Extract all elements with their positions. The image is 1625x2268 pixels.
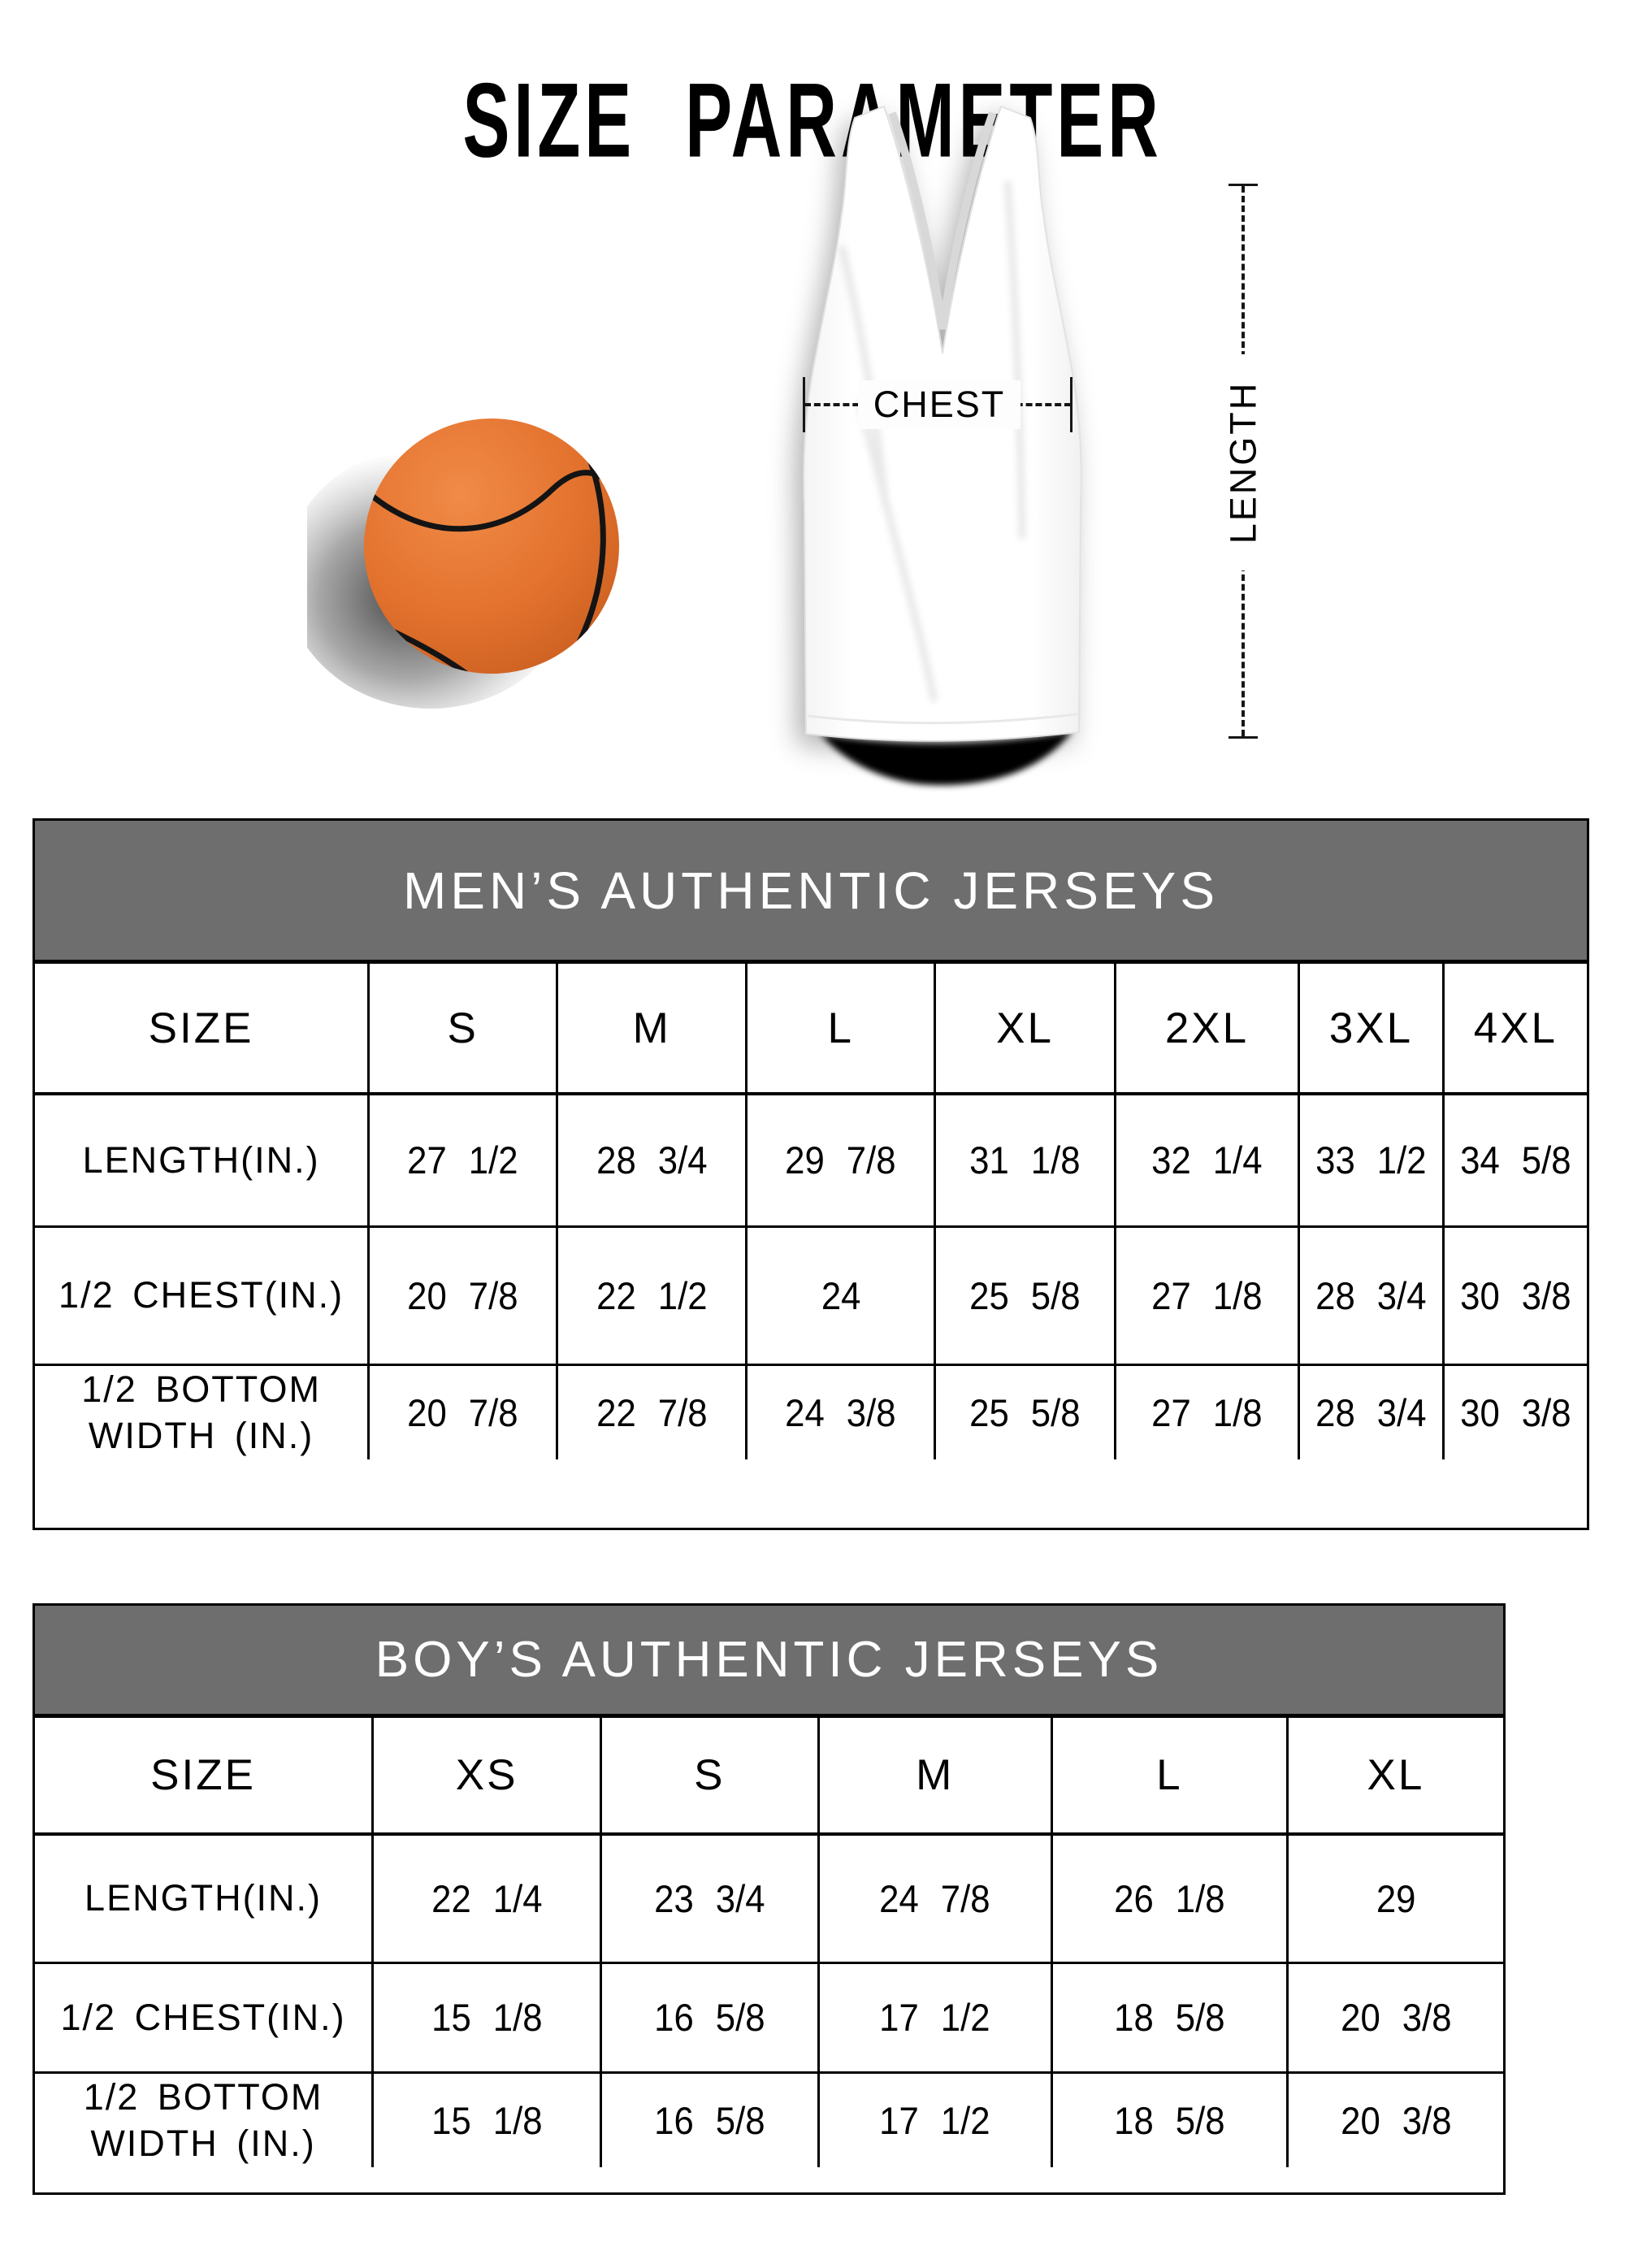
size-cell: L bbox=[745, 964, 937, 1095]
size-cell: XS bbox=[371, 1718, 603, 1836]
size-cell: 3XL bbox=[1298, 964, 1445, 1095]
chest-label: CHEST bbox=[858, 380, 1020, 429]
value-cell: 24 bbox=[745, 1225, 937, 1366]
mens-half-chest-row: 1/2 CHEST(IN.) 20 7/8 22 1/2 24 25 5/8 2… bbox=[35, 1225, 1587, 1366]
value-cell: 33 1/2 bbox=[1298, 1092, 1445, 1228]
value-cell: 17 1/2 bbox=[817, 2071, 1053, 2167]
row-label-cell: 1/2 CHEST(IN.) bbox=[35, 1225, 370, 1366]
jersey-image bbox=[803, 105, 1082, 786]
size-cell: S bbox=[600, 1718, 820, 1836]
size-cell: XL bbox=[934, 964, 1116, 1095]
basketball-body bbox=[364, 418, 619, 674]
size-cell: M bbox=[817, 1718, 1053, 1836]
length-label-text: LENGTH bbox=[1222, 380, 1263, 544]
mens-length-row: LENGTH(IN.) 27 1/2 28 3/4 29 7/8 31 1/8 … bbox=[35, 1092, 1587, 1228]
value-cell: 27 1/8 bbox=[1113, 1225, 1301, 1366]
value-cell: 15 1/8 bbox=[371, 1961, 603, 2074]
value-cell: 31 1/8 bbox=[934, 1092, 1116, 1228]
mens-size-grid: SIZE S M L XL 2XL 3XL 4XL LENGTH(IN.) 27… bbox=[35, 964, 1587, 1459]
basketball-image bbox=[307, 418, 619, 709]
value-cell: 23 3/4 bbox=[600, 1832, 820, 1964]
size-header-cell: SIZE bbox=[35, 1718, 375, 1836]
value-cell: 16 5/8 bbox=[600, 2071, 820, 2167]
jersey-hem-line bbox=[807, 713, 1078, 725]
size-cell: 2XL bbox=[1113, 964, 1301, 1095]
value-cell: 27 1/8 bbox=[1113, 1363, 1301, 1459]
mens-table-title: MEN’S AUTHENTIC JERSEYS bbox=[402, 861, 1220, 920]
value-cell: 15 1/8 bbox=[371, 2071, 603, 2167]
size-cell: L bbox=[1050, 1718, 1289, 1836]
size-cell: XL bbox=[1285, 1718, 1503, 1836]
size-header-cell: SIZE bbox=[35, 964, 370, 1095]
row-label-cell: LENGTH(IN.) bbox=[35, 1832, 375, 1964]
page-title: SIZE PARAMETER bbox=[0, 60, 1625, 180]
value-cell: 20 7/8 bbox=[367, 1363, 559, 1459]
boys-size-header-row: SIZE XS S M L XL bbox=[35, 1718, 1503, 1836]
boys-half-bottom-row: 1/2 BOTTOM WIDTH (IN.) 15 1/8 16 5/8 17 … bbox=[35, 2071, 1503, 2167]
size-cell: M bbox=[556, 964, 748, 1095]
value-cell: 18 5/8 bbox=[1050, 2071, 1289, 2167]
value-cell: 26 1/8 bbox=[1050, 1832, 1289, 1964]
length-tick-bottom bbox=[1228, 736, 1258, 739]
value-cell: 24 3/8 bbox=[745, 1363, 937, 1459]
value-cell: 32 1/4 bbox=[1113, 1092, 1301, 1228]
value-cell: 30 3/8 bbox=[1441, 1363, 1587, 1459]
boys-size-table: BOY’S AUTHENTIC JERSEYS SIZE XS S M L XL… bbox=[32, 1603, 1506, 2195]
value-cell: 20 3/8 bbox=[1285, 1961, 1503, 2074]
value-cell: 22 7/8 bbox=[556, 1363, 748, 1459]
chest-tick-right bbox=[1070, 377, 1072, 432]
row-label-cell: 1/2 BOTTOM WIDTH (IN.) bbox=[35, 1363, 370, 1459]
chest-tick-left bbox=[803, 377, 805, 432]
value-cell: 24 7/8 bbox=[817, 1832, 1053, 1964]
value-cell: 28 3/4 bbox=[1298, 1363, 1445, 1459]
value-cell: 18 5/8 bbox=[1050, 1961, 1289, 2074]
value-cell: 16 5/8 bbox=[600, 1961, 820, 2074]
value-cell: 22 1/2 bbox=[556, 1225, 748, 1366]
mens-half-bottom-row: 1/2 BOTTOM WIDTH (IN.) 20 7/8 22 7/8 24 … bbox=[35, 1363, 1587, 1459]
jersey-bottom-shadow bbox=[821, 731, 1072, 786]
length-label: LENGTH bbox=[1211, 354, 1276, 570]
value-cell: 29 bbox=[1285, 1832, 1503, 1964]
value-cell: 30 3/8 bbox=[1441, 1225, 1587, 1366]
jersey-creases bbox=[838, 180, 1026, 702]
size-cell: S bbox=[367, 964, 559, 1095]
boys-length-row: LENGTH(IN.) 22 1/4 23 3/4 24 7/8 26 1/8 … bbox=[35, 1832, 1503, 1964]
value-cell: 28 3/4 bbox=[556, 1092, 748, 1228]
value-cell: 28 3/4 bbox=[1298, 1225, 1445, 1366]
size-cell: 4XL bbox=[1441, 964, 1587, 1095]
page-title-text: SIZE PARAMETER bbox=[462, 62, 1163, 180]
boys-size-grid: SIZE XS S M L XL LENGTH(IN.) 22 1/4 23 3… bbox=[35, 1718, 1503, 2167]
value-cell: 27 1/2 bbox=[367, 1092, 559, 1228]
chest-label-text: CHEST bbox=[873, 384, 1006, 425]
row-label-cell: 1/2 BOTTOM WIDTH (IN.) bbox=[35, 2071, 375, 2167]
row-label-cell: 1/2 CHEST(IN.) bbox=[35, 1961, 375, 2074]
boys-half-chest-row: 1/2 CHEST(IN.) 15 1/8 16 5/8 17 1/2 18 5… bbox=[35, 1961, 1503, 2074]
mens-size-header-row: SIZE S M L XL 2XL 3XL 4XL bbox=[35, 964, 1587, 1095]
row-label-cell: LENGTH(IN.) bbox=[35, 1092, 370, 1228]
value-cell: 22 1/4 bbox=[371, 1832, 603, 1964]
value-cell: 20 7/8 bbox=[367, 1225, 559, 1366]
value-cell: 34 5/8 bbox=[1441, 1092, 1587, 1228]
value-cell: 25 5/8 bbox=[934, 1363, 1116, 1459]
jersey-collar bbox=[888, 111, 997, 330]
boys-table-title: BOY’S AUTHENTIC JERSEYS bbox=[375, 1632, 1164, 1688]
boys-table-title-bar: BOY’S AUTHENTIC JERSEYS bbox=[35, 1606, 1503, 1718]
mens-table-title-bar: MEN’S AUTHENTIC JERSEYS bbox=[35, 821, 1587, 964]
value-cell: 17 1/2 bbox=[817, 1961, 1053, 2074]
value-cell: 20 3/8 bbox=[1285, 2071, 1503, 2167]
value-cell: 29 7/8 bbox=[745, 1092, 937, 1228]
mens-size-table: MEN’S AUTHENTIC JERSEYS SIZE S M L XL 2X… bbox=[32, 818, 1589, 1530]
length-tick-top bbox=[1228, 184, 1258, 186]
value-cell: 25 5/8 bbox=[934, 1225, 1116, 1366]
